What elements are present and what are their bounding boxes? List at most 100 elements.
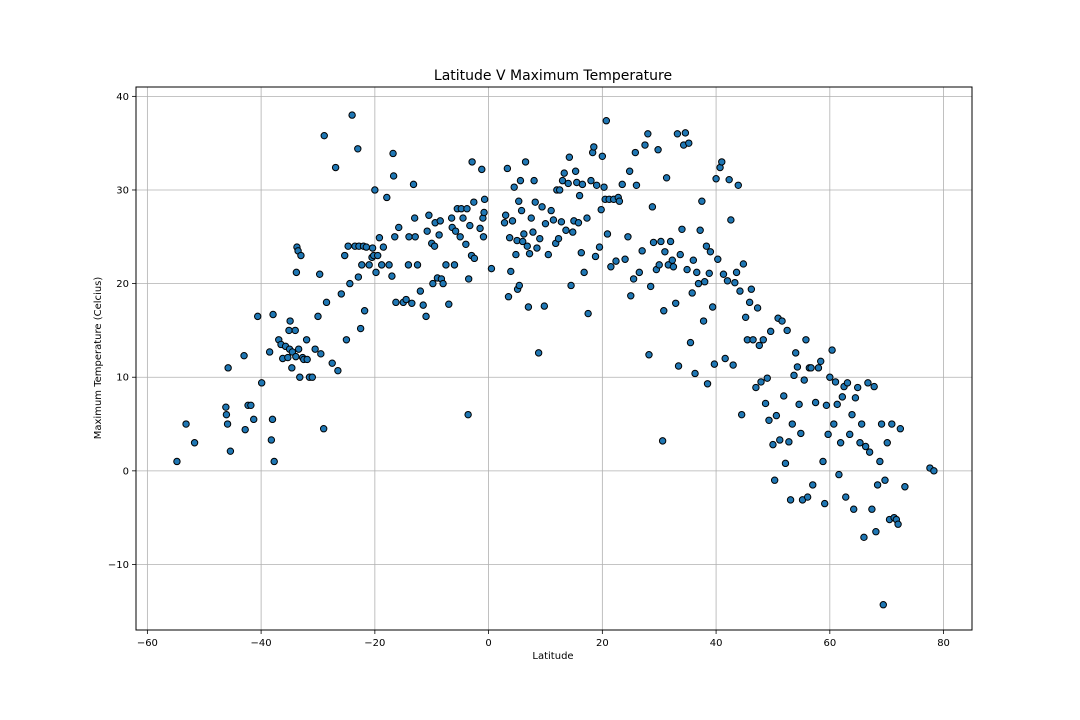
y-tick-label: 20 <box>116 279 129 290</box>
data-point <box>447 214 456 222</box>
data-point <box>811 398 820 407</box>
data-point <box>451 227 460 235</box>
data-point <box>247 401 255 410</box>
data-point <box>354 273 363 281</box>
data-point <box>807 364 815 372</box>
data-point <box>797 429 805 438</box>
data-point <box>930 467 938 475</box>
data-point <box>873 481 882 489</box>
data-point <box>701 278 709 286</box>
data-point <box>319 425 328 433</box>
data-point <box>641 141 649 149</box>
data-point <box>294 345 303 353</box>
data-point <box>689 256 698 264</box>
data-point <box>254 312 262 321</box>
data-point <box>223 420 232 428</box>
data-point <box>783 326 791 335</box>
data-point <box>666 237 675 246</box>
data-point <box>612 257 620 265</box>
data-point <box>541 219 550 228</box>
data-point <box>250 415 258 424</box>
data-point <box>821 499 829 508</box>
data-point <box>851 394 860 402</box>
data-point <box>479 233 488 241</box>
data-point <box>425 211 433 219</box>
x-tick-label: 0 <box>485 638 491 649</box>
data-point <box>358 261 366 269</box>
data-point <box>752 383 760 392</box>
data-point <box>802 336 810 344</box>
data-point <box>881 476 889 484</box>
data-point <box>681 129 690 137</box>
data-point <box>388 272 396 280</box>
data-point <box>597 205 605 214</box>
data-point <box>757 378 765 386</box>
data-point <box>848 410 856 419</box>
data-point <box>788 420 796 428</box>
data-point <box>745 298 754 307</box>
data-point <box>341 251 349 260</box>
data-point <box>607 263 615 271</box>
data-point <box>600 183 608 191</box>
data-point <box>868 505 876 513</box>
data-point <box>512 250 520 259</box>
data-point <box>365 261 373 269</box>
data-point <box>544 250 553 259</box>
data-point <box>894 520 902 528</box>
data-point <box>864 379 872 387</box>
data-point <box>464 410 472 419</box>
data-point <box>322 298 331 307</box>
data-point <box>603 230 612 238</box>
data-point <box>698 197 706 205</box>
data-point <box>368 244 377 252</box>
data-point <box>655 261 663 269</box>
data-point <box>833 400 841 409</box>
x-tick-label: 40 <box>710 638 723 649</box>
data-point <box>389 149 397 158</box>
data-point <box>793 363 802 371</box>
data-point <box>525 249 534 258</box>
data-point <box>439 279 447 288</box>
data-point <box>615 197 624 205</box>
data-point <box>719 270 728 278</box>
data-point <box>480 195 489 204</box>
data-point <box>763 374 771 382</box>
data-point <box>501 211 510 219</box>
data-point <box>334 366 342 375</box>
data-point <box>470 198 478 206</box>
data-point <box>699 317 708 325</box>
data-point <box>631 148 640 157</box>
data-point <box>691 369 699 378</box>
data-point <box>819 457 827 466</box>
data-point <box>835 470 843 479</box>
data-point <box>708 303 717 311</box>
data-point <box>468 158 476 166</box>
data-point <box>658 437 667 445</box>
data-point <box>524 303 533 311</box>
data-points <box>173 111 938 609</box>
data-point <box>584 309 592 318</box>
data-point <box>624 233 632 241</box>
data-point <box>478 165 486 174</box>
data-point <box>901 483 909 491</box>
data-point <box>538 203 546 211</box>
data-point <box>660 307 668 315</box>
data-point <box>739 260 748 268</box>
data-point <box>224 364 232 372</box>
data-point <box>348 111 356 119</box>
data-point <box>718 158 726 166</box>
data-point <box>883 439 891 447</box>
data-point <box>778 317 786 325</box>
data-point <box>385 261 393 269</box>
data-point <box>549 216 558 224</box>
data-point <box>853 383 862 392</box>
data-point <box>320 131 328 140</box>
data-point <box>725 175 733 184</box>
data-point <box>872 527 880 536</box>
data-point <box>702 242 711 250</box>
data-point <box>372 268 380 277</box>
data-point <box>809 481 817 489</box>
data-point <box>389 172 398 180</box>
x-tick-label: −40 <box>251 638 272 649</box>
data-point <box>408 299 416 307</box>
